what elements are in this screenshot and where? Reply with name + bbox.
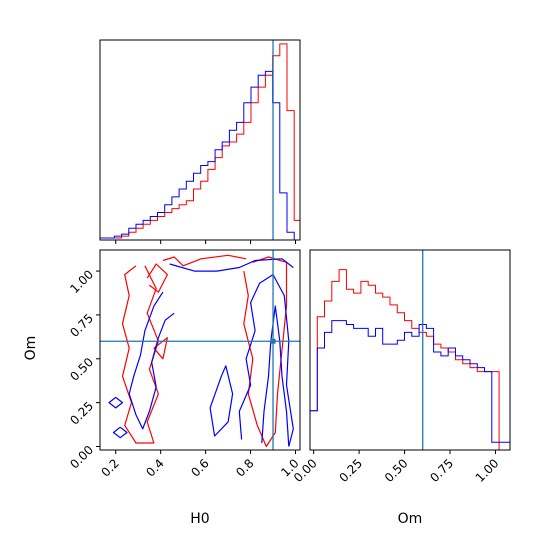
truth-marker [270,338,276,344]
contour-red-2 [162,254,247,267]
histogram-series-blue [99,70,300,241]
contour-red-1 [243,256,288,448]
contour-red-3 [146,263,168,293]
contour-blue-1 [169,258,294,272]
histogram-series-red [309,269,510,451]
x-axis-label-h0: H0 [190,511,209,527]
contour-blue-4 [209,365,234,437]
x-axis-label-om: Om [398,511,423,527]
contour-blue-2 [238,274,294,447]
contour-blue-6 [112,426,128,439]
panel-frame [99,39,301,241]
panel-frame [309,249,511,451]
histogram-series-red [99,43,301,240]
contour-red-0 [121,265,159,444]
contour-red-4 [153,337,168,360]
contour-blue-5 [108,396,124,409]
y-axis-label-om: Om [23,336,39,361]
panel-frame [99,249,301,451]
histogram-series-blue [309,320,511,450]
histogram-panel-h0 [99,39,301,244]
contour-blue-3 [261,305,290,447]
